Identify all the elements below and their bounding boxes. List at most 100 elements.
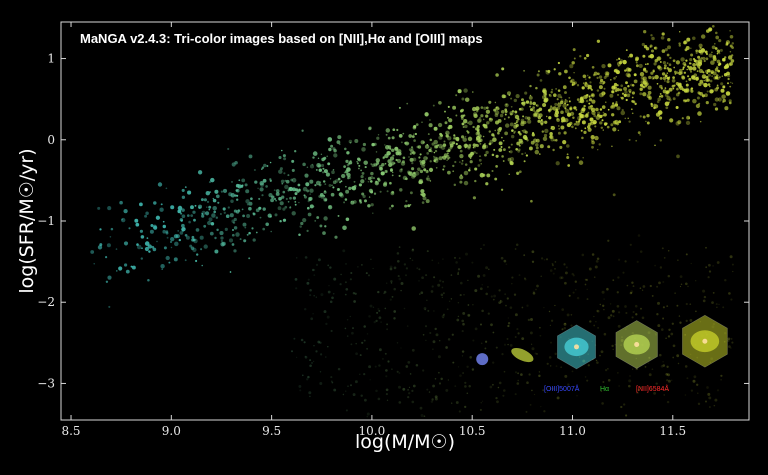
data-point	[201, 214, 205, 218]
data-point	[233, 249, 237, 253]
data-point	[452, 105, 457, 110]
data-point	[403, 307, 406, 310]
data-point	[345, 173, 348, 176]
data-point	[336, 140, 341, 144]
data-point	[384, 169, 388, 174]
data-point	[557, 102, 560, 104]
data-point	[591, 253, 595, 256]
data-point	[685, 80, 688, 83]
data-point	[333, 153, 338, 158]
data-point	[685, 83, 689, 87]
data-point	[687, 75, 690, 78]
data-point	[524, 116, 529, 120]
data-point	[298, 188, 301, 191]
data-point	[467, 304, 470, 306]
data-point	[431, 285, 434, 288]
data-point	[484, 153, 487, 157]
data-point	[712, 291, 715, 294]
data-point	[707, 73, 711, 77]
data-point	[433, 158, 439, 164]
data-point	[420, 182, 423, 185]
data-point	[718, 52, 721, 55]
data-point	[599, 81, 603, 85]
data-point	[451, 402, 453, 404]
data-point	[245, 199, 250, 204]
data-point	[387, 159, 392, 164]
data-point	[212, 197, 215, 200]
data-point	[683, 71, 687, 74]
data-point	[455, 114, 458, 117]
data-point	[658, 116, 663, 120]
data-point	[408, 134, 413, 138]
data-point	[299, 225, 302, 228]
data-point	[635, 56, 640, 61]
data-point	[634, 304, 638, 308]
data-point	[492, 298, 495, 301]
data-point	[220, 236, 224, 240]
data-point	[234, 194, 237, 197]
data-point	[713, 102, 717, 107]
data-point	[653, 391, 657, 395]
data-point	[521, 130, 524, 132]
data-point	[714, 68, 719, 72]
data-point	[531, 389, 533, 392]
data-point	[690, 87, 694, 90]
data-point	[718, 76, 721, 79]
data-point	[459, 374, 462, 377]
data-point	[557, 89, 561, 92]
data-point	[330, 144, 334, 148]
data-point	[478, 158, 482, 162]
data-point	[506, 91, 512, 96]
data-point	[347, 162, 351, 165]
data-point	[614, 103, 619, 107]
data-point	[156, 240, 158, 243]
data-point	[657, 301, 660, 305]
data-point	[343, 165, 346, 168]
data-point	[318, 195, 322, 198]
data-point	[177, 205, 183, 211]
data-point	[461, 135, 465, 139]
data-point	[213, 210, 217, 214]
data-point	[692, 379, 696, 383]
data-point	[690, 89, 694, 93]
data-point	[332, 147, 336, 151]
data-point	[374, 163, 378, 167]
data-point	[498, 381, 502, 385]
data-point	[550, 137, 555, 142]
data-point	[565, 266, 568, 269]
data-point	[374, 365, 377, 368]
data-point	[529, 101, 533, 105]
data-point	[366, 333, 369, 335]
data-point	[567, 385, 570, 388]
data-point	[506, 297, 509, 300]
data-point	[419, 169, 424, 174]
data-point	[580, 96, 585, 100]
data-point	[333, 277, 337, 281]
data-point	[558, 72, 562, 76]
data-point	[373, 162, 377, 167]
data-point	[636, 260, 639, 263]
data-point	[667, 379, 671, 383]
data-point	[467, 144, 472, 148]
data-point	[526, 304, 529, 307]
data-point	[192, 210, 196, 214]
data-point	[661, 49, 666, 53]
data-point	[380, 171, 385, 176]
data-point	[490, 323, 493, 327]
data-point	[671, 78, 676, 83]
data-point	[408, 148, 412, 152]
data-point	[241, 184, 244, 187]
data-point	[485, 292, 488, 296]
data-point	[367, 180, 370, 183]
data-point	[333, 388, 337, 392]
data-point	[413, 125, 417, 129]
data-point	[658, 95, 661, 98]
data-point	[300, 221, 304, 226]
data-point	[690, 62, 692, 65]
data-point	[442, 168, 445, 171]
data-point	[688, 117, 690, 119]
data-point	[461, 97, 465, 101]
data-point	[295, 287, 298, 290]
data-point	[245, 189, 250, 194]
data-point	[147, 279, 150, 282]
